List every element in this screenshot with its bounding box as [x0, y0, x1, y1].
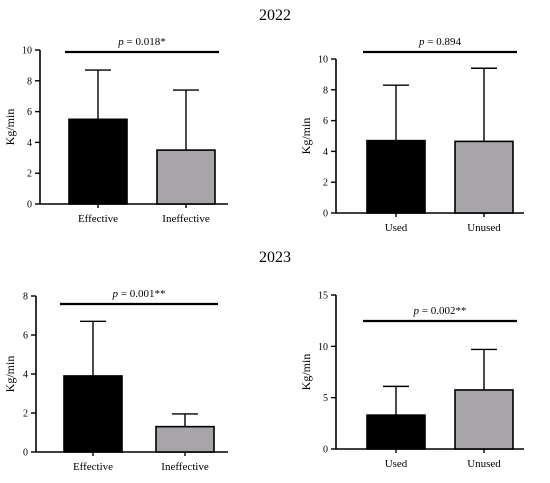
bar	[155, 425, 215, 453]
p-symbol: p	[418, 36, 425, 48]
y-tick-label: 0	[23, 448, 28, 459]
category-label: Used	[385, 222, 408, 234]
y-tick-label: 5	[323, 393, 328, 404]
bar	[366, 414, 426, 450]
category-label: Effective	[78, 213, 118, 225]
y-tick-label: 2	[27, 169, 32, 180]
y-axis-label: Kg/min	[299, 118, 313, 155]
y-tick-label: 10	[22, 46, 32, 57]
y-tick-label: 15	[318, 291, 328, 302]
y-tick-label: 0	[27, 200, 32, 211]
p-value-annotation: p = 0.002**	[413, 305, 467, 317]
bar	[63, 375, 123, 453]
p-value-text: = 0.894	[425, 36, 462, 48]
section-title-2023: 2023	[259, 249, 291, 266]
bar	[156, 149, 216, 205]
section-title-2022: 2022	[259, 7, 291, 24]
y-tick-label: 6	[323, 116, 328, 127]
y-tick-label: 4	[23, 370, 28, 381]
p-value-text: = 0.018*	[124, 36, 166, 48]
category-label: Used	[385, 458, 408, 470]
y-tick-label: 0	[323, 209, 328, 220]
chart-panel-1: 0 2 4 6 8 10 Kg/min Effective Ineffective p = 0.0…	[3, 36, 228, 225]
y-tick-label: 0	[323, 445, 328, 456]
y-tick-label: 4	[27, 138, 32, 149]
bar	[454, 389, 514, 450]
y-tick-label: 10	[318, 342, 328, 353]
chart-panel-3: 0 2 4 6 8 Kg/min Effective Ineffective p = 0.001…	[3, 288, 228, 473]
p-value-text: = 0.002**	[419, 305, 466, 317]
p-value-annotation: p = 0.001**	[112, 288, 166, 300]
category-label: Ineffective	[161, 461, 209, 473]
y-tick-label: 8	[323, 85, 328, 96]
bar	[366, 139, 426, 214]
p-symbol: p	[112, 288, 119, 300]
y-tick-label: 8	[27, 76, 32, 87]
chart-panels: 0 2 4 6 8 10 Kg/min Effective Ineffective p = 0.0…	[3, 36, 524, 473]
y-tick-label: 4	[323, 147, 328, 158]
y-axis-label: Kg/min	[3, 356, 17, 393]
bar	[454, 140, 514, 214]
bar	[68, 118, 128, 205]
category-label: Unused	[467, 222, 501, 234]
y-tick-label: 6	[23, 331, 28, 342]
p-symbol: p	[117, 36, 124, 48]
y-tick-label: 6	[27, 107, 32, 118]
p-value-text: = 0.001**	[118, 288, 165, 300]
category-label: Unused	[467, 458, 501, 470]
y-tick-label: 2	[23, 409, 28, 420]
y-axis-label: Kg/min	[299, 354, 313, 391]
y-tick-label: 8	[23, 292, 28, 303]
chart-panel-2: 0 2 4 6 8 10 Kg/min Used Unused p = 0.894	[299, 36, 524, 234]
y-tick-label: 2	[323, 178, 328, 189]
chart-panel-4: 0 5 10 15 Kg/min Used Unused p = 0.002**	[299, 291, 524, 470]
category-label: Effective	[73, 461, 113, 473]
p-value-annotation: p = 0.894	[418, 36, 461, 48]
p-value-annotation: p = 0.018*	[117, 36, 165, 48]
category-label: Ineffective	[162, 213, 210, 225]
y-axis-label: Kg/min	[3, 109, 17, 146]
y-tick-label: 10	[318, 55, 328, 66]
p-symbol: p	[413, 305, 420, 317]
